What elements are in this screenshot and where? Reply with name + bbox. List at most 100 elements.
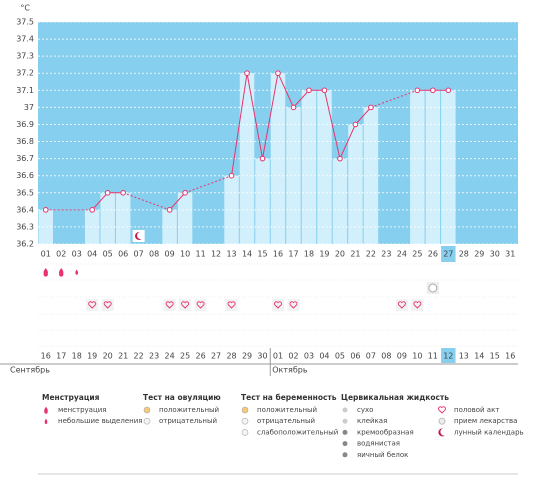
temp-column bbox=[100, 192, 115, 244]
day-label: 17 bbox=[288, 250, 298, 259]
day-label: 11 bbox=[195, 250, 205, 259]
date-label: 14 bbox=[474, 352, 484, 361]
date-label: 21 bbox=[118, 352, 128, 361]
month-label: Сентябрь bbox=[10, 366, 50, 375]
date-label: 08 bbox=[381, 352, 391, 361]
date-label: 09 bbox=[397, 352, 407, 361]
drop-icon bbox=[75, 269, 79, 275]
icon-bg bbox=[194, 299, 207, 311]
moon-bg bbox=[436, 426, 448, 439]
date-label: 19 bbox=[87, 352, 97, 361]
icon-bg bbox=[163, 299, 176, 311]
date-label: 10 bbox=[412, 352, 422, 361]
legend-item: сухо bbox=[357, 406, 373, 414]
heart-icon bbox=[397, 301, 406, 309]
legend-header: Менструация bbox=[42, 393, 100, 402]
date-label: 13 bbox=[459, 352, 469, 361]
date-label: 05 bbox=[335, 352, 345, 361]
drop-icon bbox=[43, 268, 48, 277]
temp-column bbox=[38, 209, 53, 244]
heart-icon bbox=[165, 301, 174, 309]
day-label: 28 bbox=[459, 250, 469, 259]
legend-item: клейкая bbox=[357, 417, 387, 425]
date-label: 18 bbox=[72, 352, 82, 361]
moon-icon bbox=[135, 231, 142, 240]
y-tick-label: 36.6 bbox=[16, 171, 34, 180]
temp-point bbox=[352, 121, 359, 128]
legend-item: отрицательный bbox=[159, 417, 217, 425]
icon-bg bbox=[101, 299, 114, 311]
drop-icon bbox=[58, 268, 64, 277]
temp-point bbox=[445, 87, 452, 94]
temp-point bbox=[290, 104, 297, 111]
icon-bg bbox=[179, 299, 192, 311]
temp-point bbox=[104, 189, 111, 196]
day-label: 30 bbox=[490, 250, 500, 259]
today-cell bbox=[441, 246, 456, 262]
legend-item: лунный календарь bbox=[454, 428, 524, 436]
legend-item: отрицательный bbox=[257, 417, 315, 425]
temp-column bbox=[348, 124, 363, 244]
y-tick-label: 36.8 bbox=[16, 137, 34, 146]
temp-point bbox=[42, 207, 49, 213]
temp-column bbox=[255, 158, 270, 244]
heart-icon bbox=[438, 406, 446, 414]
date-label: 06 bbox=[350, 352, 360, 361]
day-label: 16 bbox=[273, 250, 283, 259]
legend-icon bbox=[241, 406, 249, 414]
day-label: 12 bbox=[211, 250, 221, 259]
temp-point bbox=[120, 189, 126, 196]
temp-point bbox=[414, 87, 421, 94]
date-label: 01 bbox=[273, 352, 283, 361]
temp-column bbox=[286, 107, 301, 244]
legend-icon bbox=[342, 452, 348, 458]
temp-line bbox=[231, 71, 372, 176]
temp-column bbox=[177, 192, 193, 244]
y-axis-label: °C bbox=[20, 4, 30, 13]
date-label: 16 bbox=[41, 352, 51, 361]
legend-item: менструация bbox=[58, 406, 107, 414]
temp-column bbox=[317, 90, 332, 244]
date-label: 07 bbox=[366, 352, 376, 361]
day-label: 15 bbox=[257, 250, 267, 259]
temp-point bbox=[275, 70, 281, 77]
icon-bg bbox=[86, 299, 99, 311]
day-label: 07 bbox=[134, 250, 144, 259]
legend-item: яичный белок bbox=[357, 451, 408, 459]
day-label: 19 bbox=[319, 250, 329, 259]
day-label: 27 bbox=[443, 250, 453, 259]
date-label: 17 bbox=[56, 352, 66, 361]
day-label: 06 bbox=[118, 250, 128, 259]
legend-header: Тест на овуляцию bbox=[143, 393, 221, 402]
temp-point bbox=[337, 155, 343, 162]
temp-point bbox=[259, 155, 266, 162]
temp-line bbox=[169, 192, 186, 211]
date-label: 03 bbox=[304, 352, 314, 361]
date-label: 04 bbox=[319, 352, 329, 361]
day-label: 13 bbox=[226, 250, 236, 259]
y-tick-label: 36.4 bbox=[16, 205, 34, 214]
y-tick-label: 37.5 bbox=[16, 18, 34, 27]
day-label: 08 bbox=[149, 250, 159, 259]
day-label: 26 bbox=[428, 250, 438, 259]
date-label: 11 bbox=[428, 352, 438, 361]
y-tick-label: 37 bbox=[24, 103, 34, 112]
y-tick-label: 36.5 bbox=[16, 188, 34, 197]
date-label: 12 bbox=[443, 352, 453, 361]
temp-point bbox=[368, 104, 374, 111]
legend-item: кремообразная bbox=[357, 428, 414, 436]
legend-item: водянистая bbox=[357, 440, 400, 448]
legend-item: прием лекарства bbox=[454, 417, 517, 425]
month-label: Октябрь bbox=[272, 366, 308, 375]
temp-point bbox=[430, 87, 436, 94]
legend-header: Тест на беременность bbox=[241, 393, 337, 402]
date-label: 26 bbox=[195, 352, 205, 361]
heart-icon bbox=[103, 301, 112, 309]
day-label: 01 bbox=[41, 250, 51, 259]
icon-bg bbox=[287, 299, 300, 311]
temp-point bbox=[244, 70, 250, 77]
temp-point bbox=[89, 207, 95, 213]
date-label: 16 bbox=[505, 352, 515, 361]
temp-column bbox=[441, 90, 456, 244]
legend-icon bbox=[241, 429, 249, 436]
